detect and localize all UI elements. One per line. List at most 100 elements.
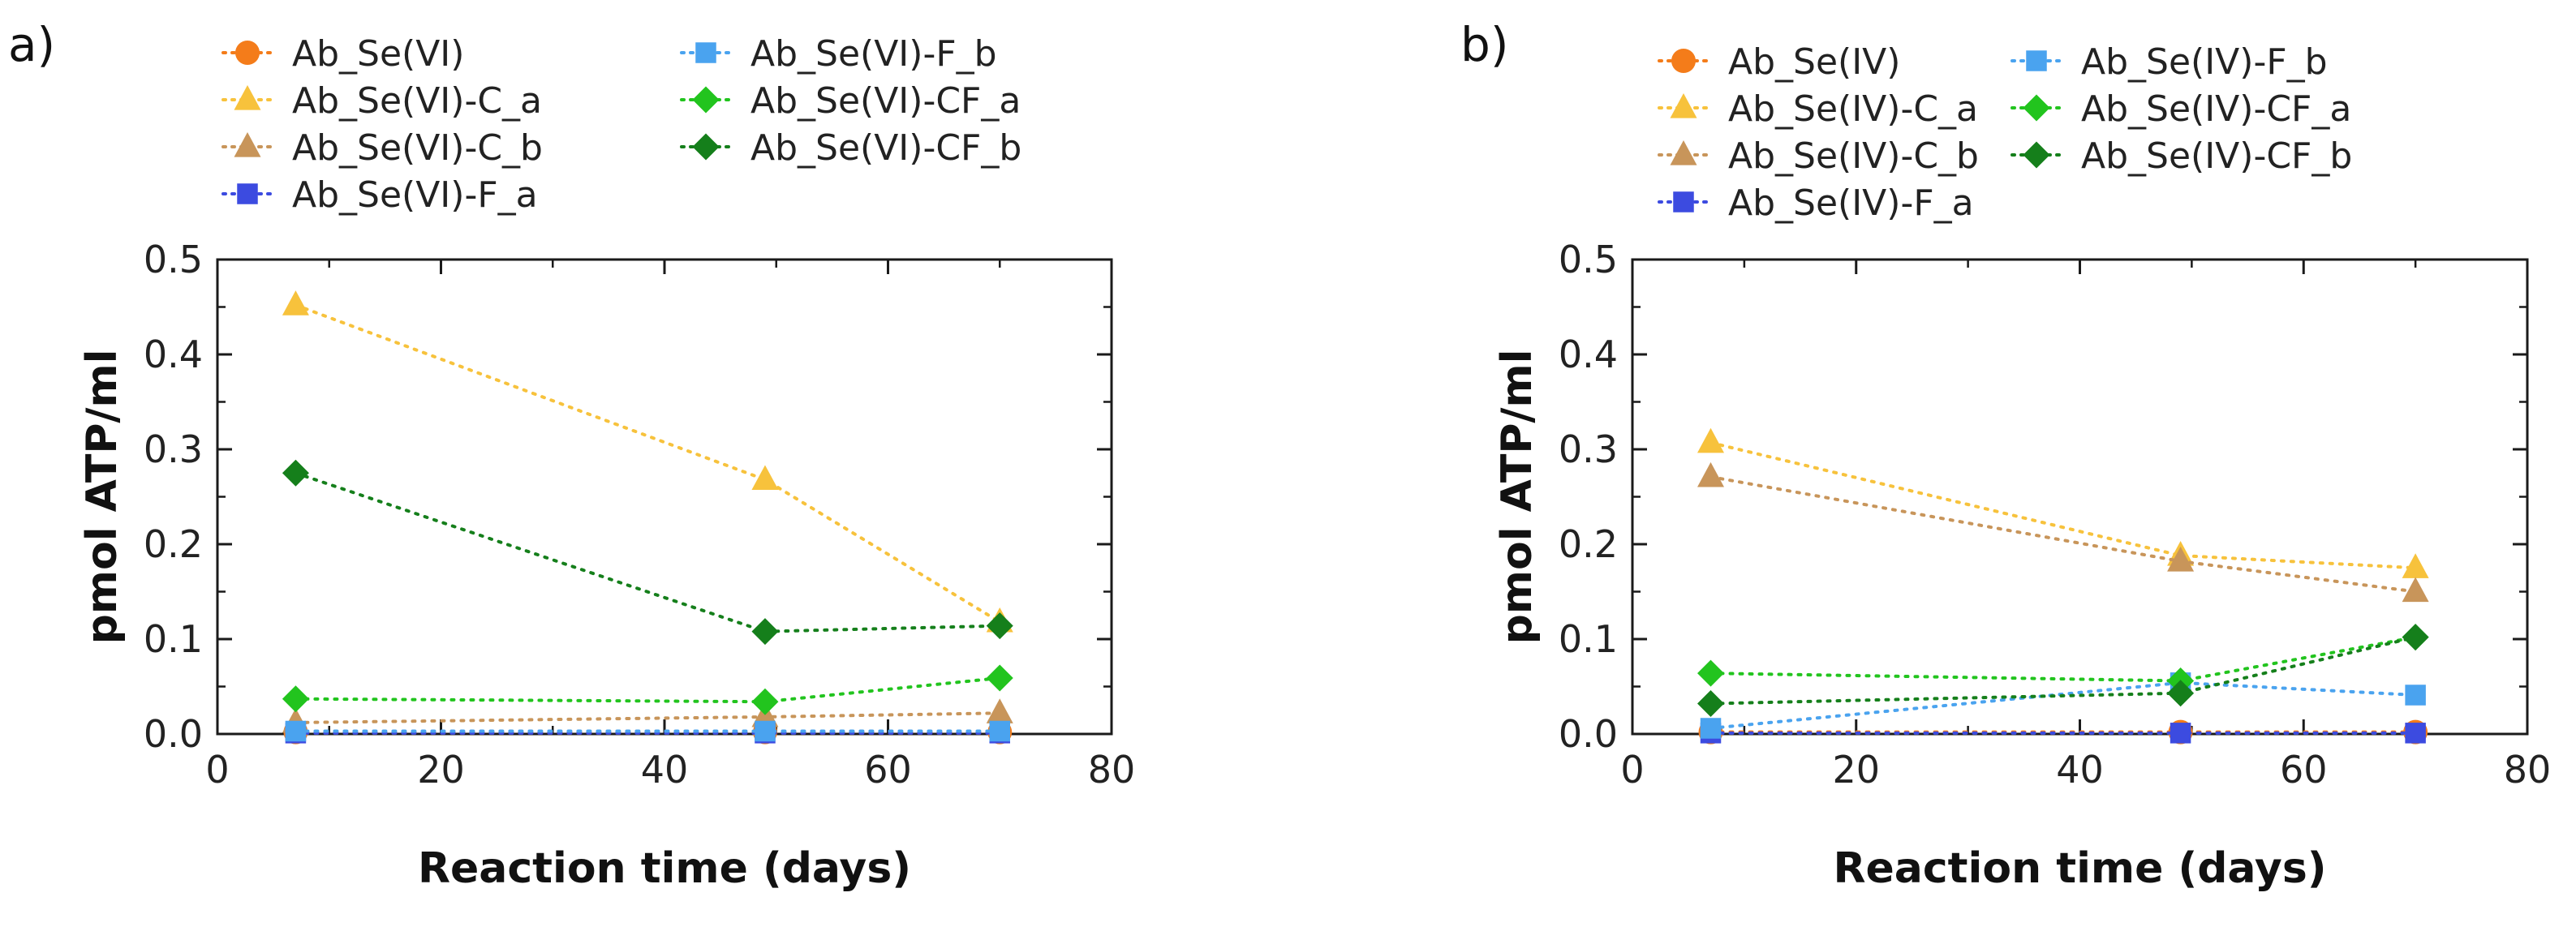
y-tick-label: 0.5 bbox=[1559, 238, 1618, 281]
series-Ab_Se(VI)-F_a bbox=[285, 723, 1010, 744]
legend-label: Ab_Se(VI)-F_b bbox=[750, 33, 997, 75]
data-point bbox=[751, 688, 779, 715]
series-line bbox=[1709, 440, 2418, 570]
x-tick-label: 40 bbox=[641, 748, 689, 792]
series-Ab_Se(VI)-CF_b bbox=[282, 459, 1013, 646]
data-point bbox=[1697, 427, 1725, 453]
data-point bbox=[1697, 659, 1725, 687]
legend-entry: Ab_Se(VI)-F_a bbox=[221, 174, 538, 216]
x-tick-label: 80 bbox=[2504, 748, 2552, 792]
legend-entry: Ab_Se(IV)-C_a bbox=[1658, 88, 1978, 130]
data-point bbox=[2405, 685, 2426, 706]
legend-marker bbox=[695, 42, 716, 63]
legend-marker bbox=[2026, 50, 2047, 71]
data-point bbox=[989, 720, 1010, 742]
x-tick-label: 80 bbox=[1088, 748, 1136, 792]
legend-entry: Ab_Se(IV) bbox=[1658, 41, 1900, 83]
series-line bbox=[294, 676, 1002, 704]
legend-label: Ab_Se(IV)-CF_b bbox=[2081, 135, 2352, 177]
x-tick-label: 20 bbox=[1832, 748, 1880, 792]
legend-marker bbox=[1670, 140, 1697, 165]
series-line bbox=[294, 303, 1002, 624]
y-tick-label: 0.3 bbox=[1559, 427, 1618, 471]
legend-marker bbox=[234, 132, 261, 157]
y-axis-title: pmol ATP/ml bbox=[78, 350, 127, 645]
data-point bbox=[986, 698, 1013, 723]
x-tick-label: 20 bbox=[417, 748, 465, 792]
x-axis-title: Reaction time (days) bbox=[418, 844, 911, 893]
legend-marker bbox=[692, 86, 720, 114]
legend-label: Ab_Se(IV) bbox=[1728, 41, 1900, 83]
legend-label: Ab_Se(IV)-F_a bbox=[1728, 182, 1974, 224]
x-axis-title: Reaction time (days) bbox=[1833, 844, 2326, 893]
y-tick-label: 0.0 bbox=[1559, 712, 1618, 756]
legend-entry: Ab_Se(IV)-CF_b bbox=[2010, 135, 2352, 177]
legend-entry: Ab_Se(IV)-CF_a bbox=[2010, 88, 2351, 130]
data-point bbox=[1697, 461, 1725, 487]
data-point bbox=[282, 685, 309, 713]
chart-panel-b: b) 0.0 0.1 0.2 0.3 0.4 0.5 0 20 40 60 80 Reaction ti… bbox=[1460, 17, 2551, 893]
legend-marker bbox=[237, 183, 258, 204]
data-point bbox=[285, 720, 307, 742]
legend-label: Ab_Se(VI)-CF_a bbox=[750, 80, 1021, 122]
data-point bbox=[751, 618, 779, 646]
legend-entry: Ab_Se(VI)-F_b bbox=[680, 33, 997, 75]
y-tick-label: 0.0 bbox=[144, 712, 203, 756]
series-line bbox=[294, 471, 1002, 633]
x-tick-label: 60 bbox=[864, 748, 912, 792]
y-tick-label: 0.4 bbox=[1559, 333, 1618, 376]
legend-marker bbox=[1671, 49, 1696, 73]
data-point bbox=[986, 612, 1013, 640]
data-point bbox=[2405, 723, 2426, 744]
x-tick-label: 0 bbox=[1620, 748, 1644, 792]
legend-label: Ab_Se(IV)-CF_a bbox=[2081, 88, 2351, 130]
panel-label: a) bbox=[8, 17, 55, 72]
legend-label: Ab_Se(VI)-C_a bbox=[292, 80, 542, 122]
y-tick-label: 0.2 bbox=[144, 522, 203, 566]
x-tick-label: 0 bbox=[205, 748, 229, 792]
data-point bbox=[751, 465, 779, 491]
series-Ab_Se(IV)-CF_b bbox=[1697, 624, 2429, 718]
legend: Ab_Se(IV) Ab_Se(IV)-C_a Ab_Se(IV)-C_b Ab_Se… bbox=[1658, 41, 2352, 224]
data-point bbox=[282, 459, 309, 487]
legend: Ab_Se(VI) Ab_Se(VI)-C_a Ab_Se(VI)-C_b Ab_Se… bbox=[221, 33, 1021, 216]
legend-marker bbox=[235, 41, 260, 65]
legend-entry: Ab_Se(VI)-C_a bbox=[221, 80, 542, 122]
legend-entry: Ab_Se(VI)-C_b bbox=[221, 127, 543, 169]
legend-entry: Ab_Se(VI) bbox=[221, 33, 464, 75]
y-tick-label: 0.1 bbox=[144, 617, 203, 661]
chart-panel-a: a) 0.0 0.1 0.2 0.3 0.4 0.5 0 20 40 60 80 Reaction ti… bbox=[8, 17, 1135, 893]
series-Ab_Se(VI)-CF_a bbox=[282, 664, 1013, 715]
legend-marker bbox=[2023, 94, 2050, 122]
legend-label: Ab_Se(IV)-C_a bbox=[1728, 88, 1978, 130]
series-Ab_Se(VI)-C_a bbox=[282, 290, 1013, 633]
legend-entry: Ab_Se(VI)-CF_b bbox=[680, 127, 1021, 169]
y-tick-label: 0.5 bbox=[144, 238, 203, 281]
legend-label: Ab_Se(VI) bbox=[292, 33, 464, 75]
legend-marker bbox=[692, 133, 720, 161]
series-Ab_Se(IV)-C_b bbox=[1697, 461, 2429, 603]
legend-marker bbox=[1670, 93, 1697, 118]
legend-entry: Ab_Se(IV)-C_b bbox=[1658, 135, 1979, 177]
data-point bbox=[2170, 723, 2191, 744]
data-point bbox=[2402, 624, 2429, 651]
data-point bbox=[2167, 547, 2195, 572]
data-point bbox=[1697, 690, 1725, 718]
series-Ab_Se(IV)-F_b bbox=[1700, 672, 2426, 739]
panel-label: b) bbox=[1460, 17, 1508, 72]
series-line bbox=[294, 711, 1002, 724]
series-line bbox=[1709, 680, 2418, 730]
data-point bbox=[986, 664, 1013, 692]
y-tick-label: 0.3 bbox=[144, 427, 203, 471]
series-Ab_Se(VI)-C_b bbox=[282, 698, 1013, 733]
legend-label: Ab_Se(VI)-CF_b bbox=[750, 127, 1021, 169]
series-line bbox=[1709, 474, 2418, 594]
plot-frame bbox=[216, 258, 1113, 736]
x-tick-label: 60 bbox=[2280, 748, 2328, 792]
x-tick-label: 40 bbox=[2056, 748, 2104, 792]
y-tick-label: 0.2 bbox=[1559, 522, 1618, 566]
series-Ab_Se(VI)-F_b bbox=[285, 720, 1010, 742]
data-point bbox=[2167, 680, 2195, 707]
data-point bbox=[755, 720, 776, 742]
